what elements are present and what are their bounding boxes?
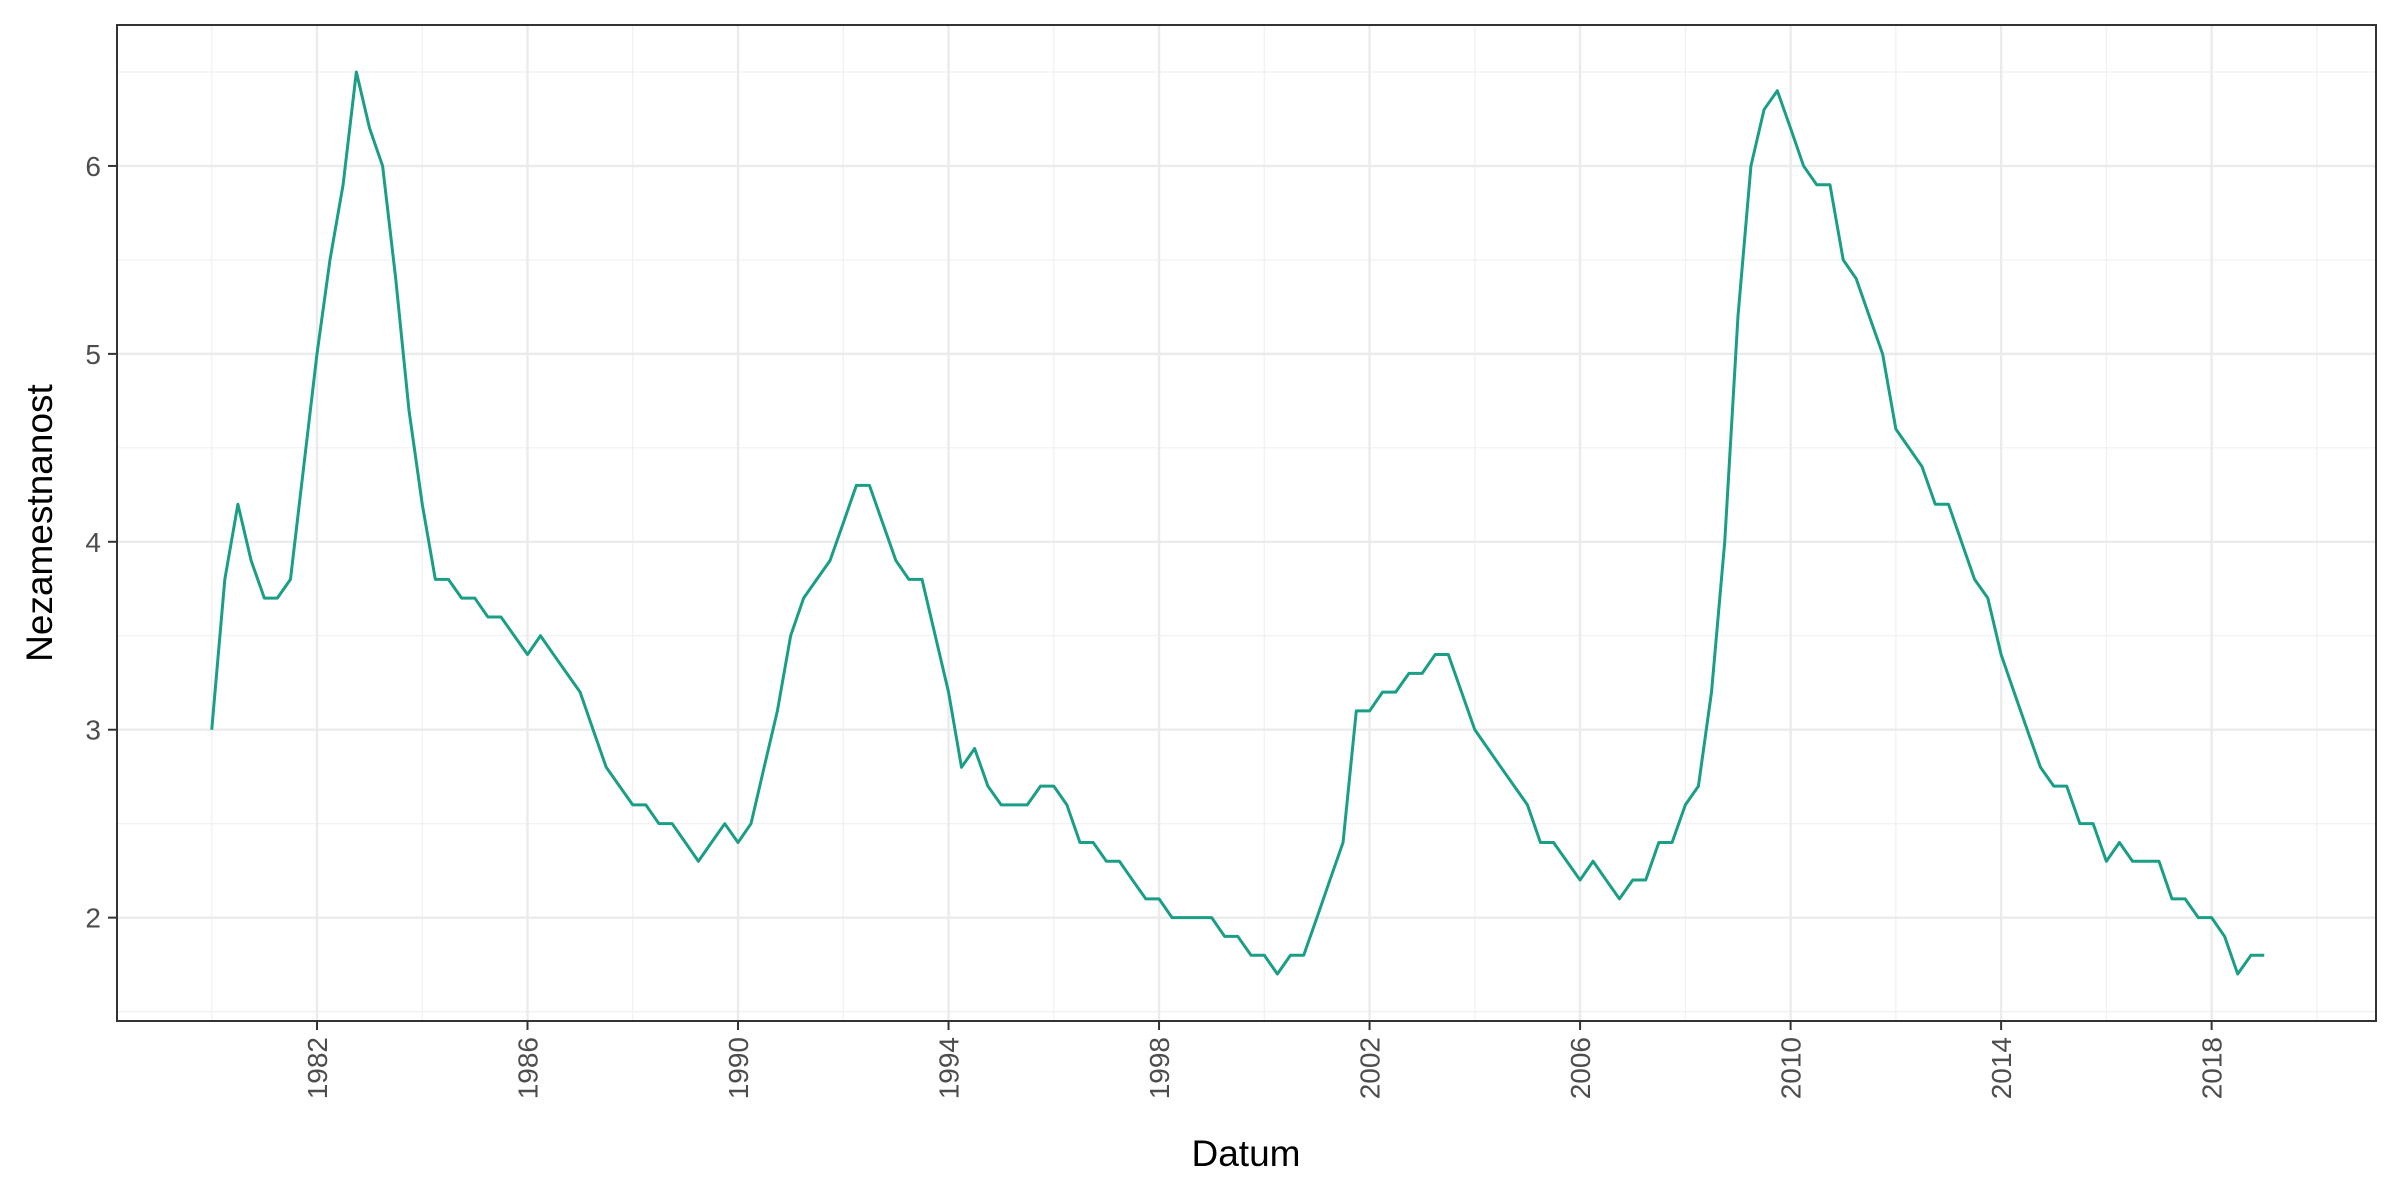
x-tick-label: 1982 xyxy=(302,1037,333,1099)
x-axis-title: Datum xyxy=(1192,1133,1301,1174)
x-tick-label: 2010 xyxy=(1776,1037,1807,1099)
x-tick-label: 1986 xyxy=(513,1037,544,1099)
axes: 1982 1986 1990 1994 1998 2002 2006 2010 2014 2018… xyxy=(85,151,2227,1099)
panel-border xyxy=(116,24,2377,1022)
series-line xyxy=(210,70,2265,976)
y-tick-label: 4 xyxy=(85,527,101,558)
series-layer xyxy=(210,70,2265,976)
y-tick-label: 6 xyxy=(85,151,101,182)
x-tick-label: 2018 xyxy=(2197,1037,2228,1099)
panel-background xyxy=(117,25,2376,1021)
y-tick-label: 3 xyxy=(85,715,101,746)
x-tick-label: 1994 xyxy=(934,1037,965,1099)
x-tick-label: 1998 xyxy=(1144,1037,1175,1099)
gridlines xyxy=(117,25,2376,1021)
x-tick-label: 2002 xyxy=(1355,1037,1386,1099)
x-tick-label: 1990 xyxy=(723,1037,754,1099)
y-axis-title: Nezamestnanost xyxy=(19,383,60,661)
y-tick-label: 2 xyxy=(85,903,101,934)
x-tick-label: 2006 xyxy=(1565,1037,1596,1099)
y-tick-label: 5 xyxy=(85,339,101,370)
x-tick-label: 2014 xyxy=(1986,1037,2017,1099)
